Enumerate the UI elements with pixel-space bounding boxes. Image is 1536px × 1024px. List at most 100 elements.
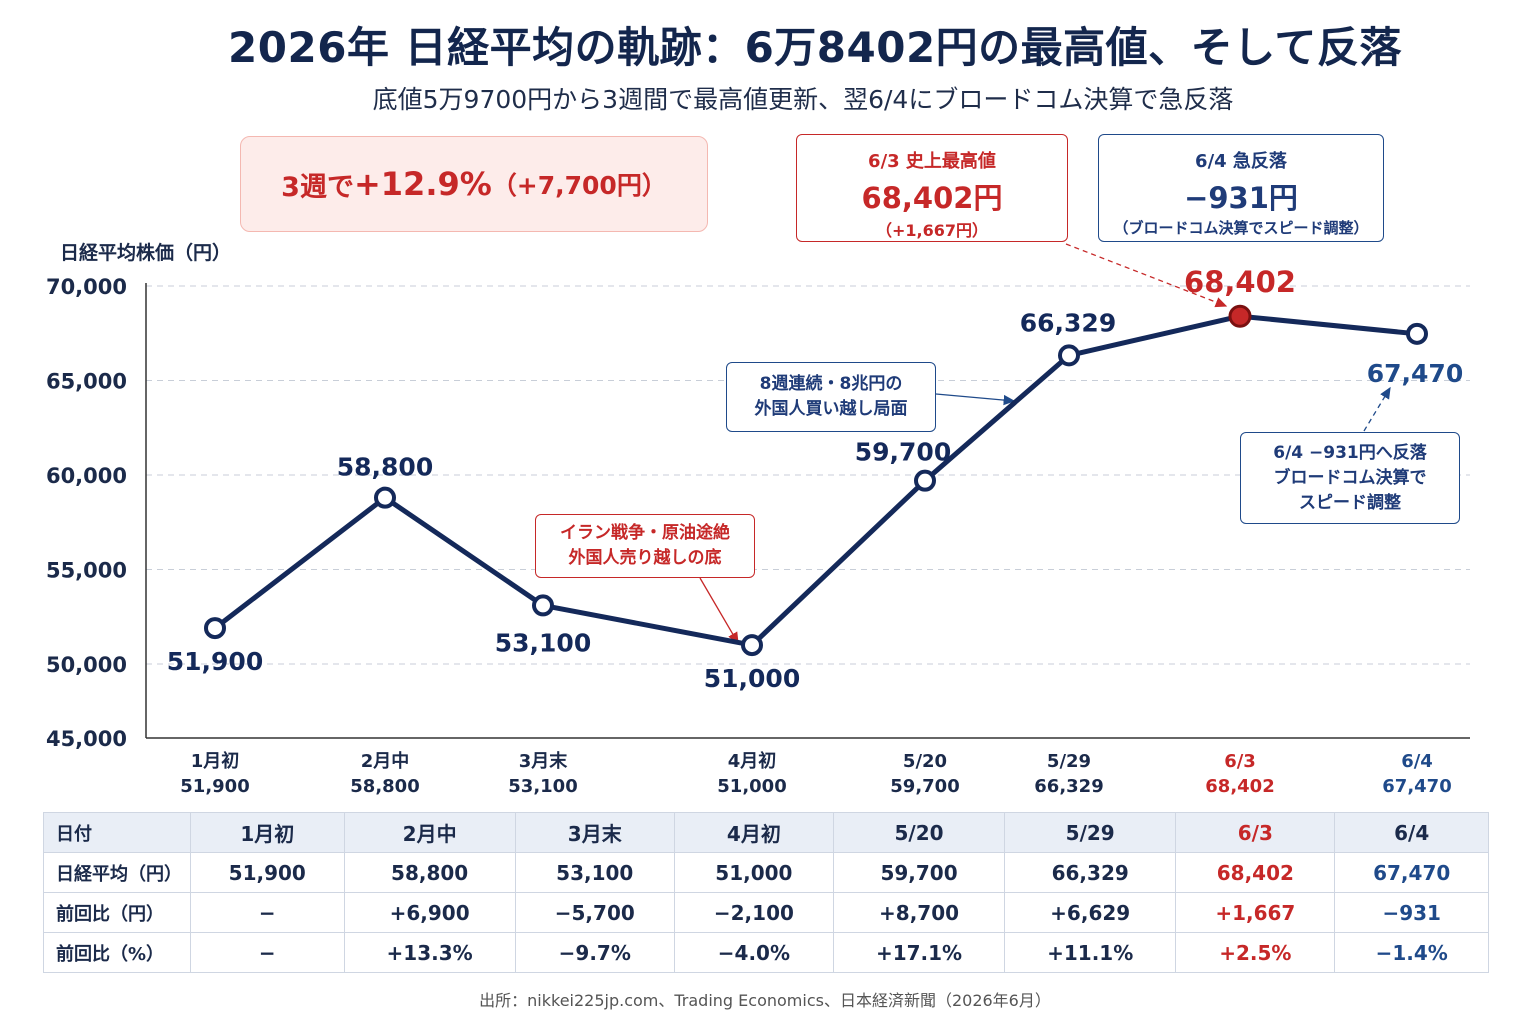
table-row: 日経平均（円） 51,900 58,800 53,100 51,000 59,7… <box>43 852 1489 893</box>
data-label: 53,100 <box>495 628 591 657</box>
table-cell: +1,667 <box>1175 892 1336 933</box>
war-annotation-line1: イラン戦争・原油途絶 <box>560 523 730 543</box>
table-row-label: 日経平均（円） <box>43 852 191 893</box>
foreign-buying-arrow <box>935 393 1016 406</box>
war-annotation: イラン戦争・原油途絶 外国人売り越しの底 <box>535 514 755 578</box>
gain-summary-amount: （+7,700円） <box>491 171 667 200</box>
data-label: 68,402 <box>1184 265 1296 299</box>
table-header-cell: 3月末 <box>514 812 675 853</box>
foreign-buying-line2: 外国人買い越し局面 <box>754 399 908 419</box>
x-tick-value: 68,402 <box>1205 776 1274 797</box>
y-tick-label: 45,000 <box>46 727 127 751</box>
drop-callout-value: −931円 <box>1184 181 1298 215</box>
y-tick-label: 70,000 <box>46 275 127 299</box>
peak-callout-date: 6/3 史上最高値 <box>868 151 996 172</box>
table-cell: 59,700 <box>832 852 1006 893</box>
data-label: 51,000 <box>704 664 800 693</box>
peak-callout: 6/3 史上最高値 68,402円 （+1,667円） <box>796 134 1068 242</box>
table-cell: −931 <box>1334 892 1489 933</box>
data-point <box>532 594 554 617</box>
table-row: 前回比（円） − +6,900 −5,700 −2,100 +8,700 +6,… <box>43 892 1489 933</box>
data-point <box>1058 344 1080 367</box>
data-point <box>374 486 396 509</box>
table-header-cell: 5/29 <box>1004 812 1177 853</box>
table-row-label: 前回比（円） <box>43 892 191 933</box>
chart-title: 2026年 日経平均の軌跡：6万8402円の最高値、そして反落 <box>228 23 1402 72</box>
x-tick-value: 59,700 <box>890 776 959 797</box>
foreign-buying-line1: 8週連続・8兆円の <box>759 374 903 394</box>
x-tick-value: 51,000 <box>717 776 786 797</box>
table-cell: −9.7% <box>514 932 675 973</box>
x-tick-value: 66,329 <box>1034 776 1103 797</box>
table-cell: +6,629 <box>1004 892 1177 933</box>
drop-callout: 6/4 急反落 −931円 （ブロードコム決算でスピード調整） <box>1098 134 1384 242</box>
data-table: 日付 1月初 2月中 3月末 4月初 5/20 5/29 6/3 6/4 日経平… <box>43 812 1489 973</box>
chart-subtitle: 底値5万9700円から3週間で最高値更新、翌6/4にブロードコム決算で急反落 <box>372 85 1234 114</box>
data-point <box>1406 322 1428 345</box>
war-annotation-line2: 外国人売り越しの底 <box>568 548 722 568</box>
y-tick-label: 50,000 <box>46 653 127 677</box>
x-tick-label: 3月末 <box>519 750 569 772</box>
table-header-cell: 5/20 <box>832 812 1006 853</box>
table-cell: −4.0% <box>673 932 834 973</box>
table-cell: 51,900 <box>190 852 345 893</box>
table-cell: −5,700 <box>514 892 675 933</box>
peak-callout-arrow <box>1065 243 1228 308</box>
gain-summary-percent: +12.9% <box>353 165 492 203</box>
fall-annotation-line3: スピード調整 <box>1299 493 1401 513</box>
table-header-row: 日付 1月初 2月中 3月末 4月初 5/20 5/29 6/3 6/4 <box>43 812 1489 853</box>
table-cell: − <box>190 892 345 933</box>
x-tick-label: 1月初 <box>191 750 240 772</box>
x-tick-value: 58,800 <box>350 776 419 797</box>
table-cell: 51,000 <box>673 852 834 893</box>
peak-callout-value: 68,402円 <box>861 181 1003 215</box>
x-tick-label: 5/20 <box>903 751 947 772</box>
table-header-cell: 1月初 <box>190 812 345 853</box>
table-row: 前回比（%） − +13.3% −9.7% −4.0% +17.1% +11.1… <box>43 932 1489 973</box>
table-row-label: 前回比（%） <box>43 932 191 973</box>
x-tick-label: 5/29 <box>1047 751 1091 772</box>
table-cell: 68,402 <box>1175 852 1336 893</box>
table-header-cell: 4月初 <box>673 812 834 853</box>
table-header-label: 日付 <box>43 812 191 853</box>
peak-callout-change: （+1,667円） <box>875 221 989 240</box>
y-tick-label: 65,000 <box>46 370 127 394</box>
foreign-buying-annotation: 8週連続・8兆円の 外国人買い越し局面 <box>726 362 936 432</box>
table-cell: +2.5% <box>1175 932 1336 973</box>
table-cell: − <box>190 932 345 973</box>
war-annotation-arrow <box>699 577 739 645</box>
x-tick-value: 53,100 <box>508 776 577 797</box>
y-axis-title: 日経平均株価（円） <box>60 242 232 264</box>
table-cell: +8,700 <box>832 892 1006 933</box>
table-cell: 58,800 <box>343 852 516 893</box>
table-header-cell: 6/3 <box>1175 812 1336 853</box>
x-tick-value: 67,470 <box>1382 776 1451 797</box>
table-header-cell: 6/4 <box>1334 812 1489 853</box>
data-point <box>204 617 226 640</box>
data-point-peak <box>1228 304 1252 328</box>
y-tick-label: 60,000 <box>46 464 127 488</box>
table-cell: 66,329 <box>1004 852 1177 893</box>
fall-annotation-line1: 6/4 −931円へ反落 <box>1273 443 1427 463</box>
fall-annotation-line2: ブロードコム決算で <box>1273 468 1427 488</box>
table-cell: 67,470 <box>1334 852 1489 893</box>
x-tick-label: 6/3 <box>1224 751 1256 772</box>
series-line <box>213 313 1418 648</box>
table-cell: +13.3% <box>343 932 516 973</box>
drop-callout-reason: （ブロードコム決算でスピード調整） <box>1113 219 1369 237</box>
data-label: 51,900 <box>167 647 263 676</box>
gain-summary-box: 3週で +12.9% （+7,700円） <box>240 136 708 232</box>
table-cell: +11.1% <box>1004 932 1177 973</box>
table-cell: +6,900 <box>343 892 516 933</box>
drop-callout-date: 6/4 急反落 <box>1195 151 1287 172</box>
table-cell: −2,100 <box>673 892 834 933</box>
data-point <box>914 469 936 492</box>
x-tick-label: 6/4 <box>1401 751 1433 772</box>
fall-annotation: 6/4 −931円へ反落 ブロードコム決算で スピード調整 <box>1240 432 1460 524</box>
data-label: 67,470 <box>1367 359 1463 388</box>
table-cell: 53,100 <box>514 852 675 893</box>
x-tick-label: 2月中 <box>361 750 410 772</box>
x-tick-value: 51,900 <box>180 776 249 797</box>
table-cell: +17.1% <box>832 932 1006 973</box>
